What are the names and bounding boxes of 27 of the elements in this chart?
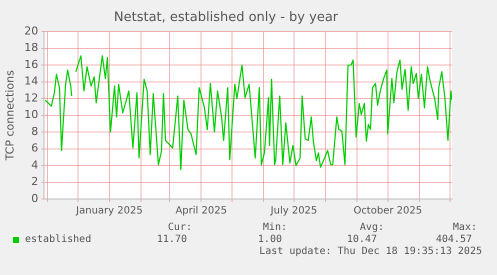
text: 1.00 xyxy=(258,234,282,245)
y-tick-label: 12 xyxy=(24,91,38,104)
text: 404.57 xyxy=(436,234,472,245)
y-tick-label: 0 xyxy=(31,192,38,205)
y-tick-label: 6 xyxy=(31,142,38,155)
y-tick-label: 14 xyxy=(24,74,38,88)
y-axis-title: TCP connections xyxy=(3,70,16,162)
y-tick-label: 8 xyxy=(31,124,38,138)
y-tick-label: 10 xyxy=(24,108,38,122)
x-tick-label: July 2025 xyxy=(270,206,318,217)
x-tick-label: April 2025 xyxy=(175,206,227,217)
y-tick-label: 18 xyxy=(24,41,38,54)
text: Min: xyxy=(262,222,287,233)
text: 10.47 xyxy=(346,234,377,245)
text: Max: xyxy=(452,222,477,233)
y-tick-label: 2 xyxy=(31,175,38,188)
x-tick-label: January 2025 xyxy=(75,206,143,217)
legend-label: established xyxy=(25,234,92,245)
text: Last update: Thu Dec 18 19:35:13 2025 xyxy=(259,246,482,257)
y-tick-label: 16 xyxy=(24,58,38,71)
y-tick-label: 20 xyxy=(24,24,38,38)
text: Cur: xyxy=(168,222,192,233)
text: 11.70 xyxy=(156,234,187,245)
text: Avg: xyxy=(360,222,384,233)
y-tick-label: 4 xyxy=(31,158,38,172)
chart-title: Netstat, established only - by year xyxy=(114,10,339,26)
x-tick-label: October 2025 xyxy=(353,206,422,217)
